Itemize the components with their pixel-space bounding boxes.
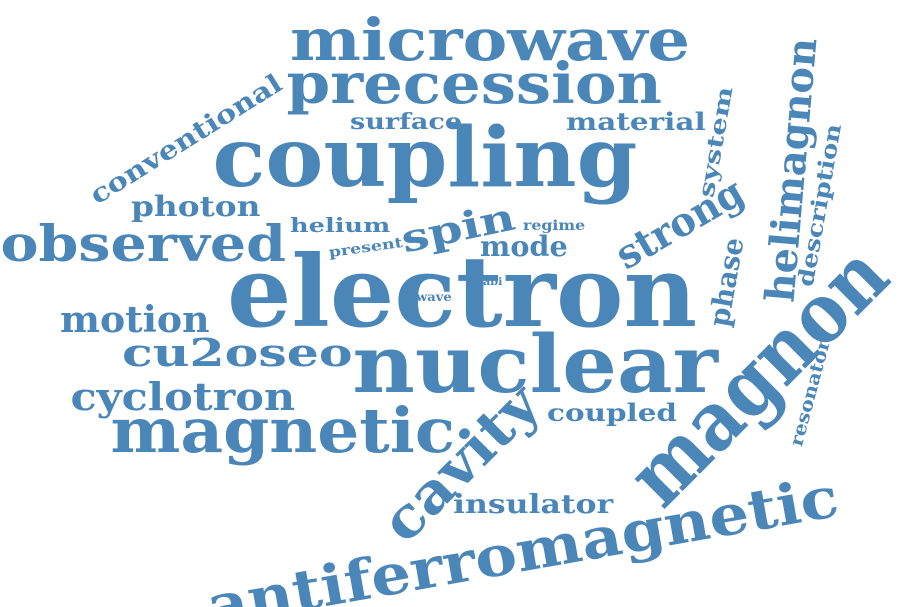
word-mode: mode bbox=[480, 230, 568, 263]
word-microwave: microwave bbox=[290, 6, 691, 74]
word-phase: phase bbox=[702, 235, 751, 330]
word-coupled: coupled bbox=[547, 398, 678, 427]
word-precession: precession bbox=[286, 51, 662, 117]
word-surface: surface bbox=[349, 109, 463, 135]
word-nuclear: nuclear bbox=[352, 317, 718, 411]
word-observed: observed bbox=[0, 214, 287, 273]
word-motion: motion bbox=[59, 299, 210, 341]
word-rabi: rabi bbox=[477, 277, 503, 288]
word-coupling: coupling bbox=[212, 110, 638, 206]
word-magnetic: magnetic bbox=[110, 394, 456, 467]
word-electron: electron bbox=[226, 235, 698, 350]
word-insulator: insulator bbox=[453, 490, 614, 520]
word-cu2oseo: cu2oseo bbox=[122, 330, 353, 375]
word-cyclotron: cyclotron bbox=[70, 374, 296, 419]
word-helium: helium bbox=[290, 213, 391, 237]
word-regime: regime bbox=[523, 218, 586, 234]
word-photon: photon bbox=[131, 190, 261, 223]
word-material: material bbox=[566, 107, 706, 136]
word-wave: wave bbox=[415, 290, 452, 304]
